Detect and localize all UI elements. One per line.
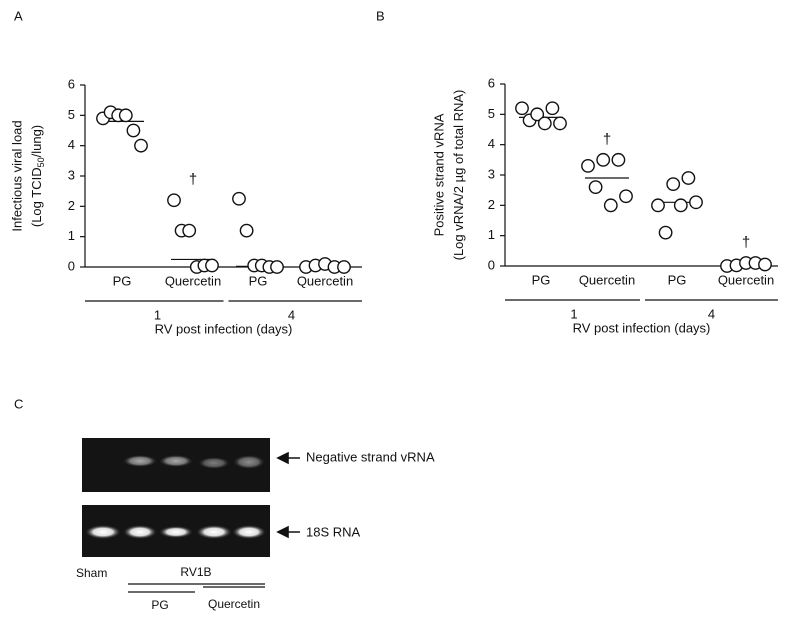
x-tick-label: Quercetin [579, 272, 635, 287]
y-tick-label: 6 [488, 75, 495, 90]
arrow-label: 18S RNA [306, 524, 361, 539]
panel-label: B [376, 8, 385, 23]
y-tick-label: 2 [488, 197, 495, 212]
arrows [276, 451, 300, 539]
x-tick-label: PG [668, 272, 687, 287]
y-axis-label-part: (Log TCID [29, 167, 44, 227]
x-tick-label: Quercetin [165, 273, 221, 288]
panel-label: C [14, 396, 23, 411]
y-tick-label: 5 [68, 107, 75, 122]
significance-marker: † [189, 171, 197, 188]
lane-label: Sham [76, 566, 107, 580]
lane-label: Quercetin [208, 597, 260, 611]
band [159, 526, 193, 538]
y-tick-label: 1 [488, 227, 495, 242]
y-tick-label: 3 [488, 166, 495, 181]
arrow-label: Negative strand vRNA [306, 449, 435, 464]
band [196, 525, 232, 539]
lane-label: RV1B [180, 565, 211, 579]
band [123, 525, 157, 539]
y-axis-label: (Log TCID50/lung) [29, 125, 46, 227]
panel-label: A [14, 8, 23, 23]
y-tick-label: 1 [68, 228, 75, 243]
group-label: 1 [570, 306, 577, 321]
band [159, 455, 193, 467]
data-point [611, 152, 626, 167]
data-point [232, 191, 246, 206]
x-tick-label: Quercetin [297, 273, 353, 288]
y-axis-label: (Log vRNA/2 µg of total RNA) [451, 90, 466, 261]
x-axis-label: RV post infection (days) [573, 320, 711, 335]
y-axis-label-part: /lung) [29, 125, 44, 158]
data-point [758, 257, 772, 272]
data-point [126, 123, 141, 138]
data-point [689, 195, 703, 210]
data-point [182, 223, 197, 238]
x-tick-label: PG [249, 273, 268, 288]
y-tick-label: 5 [488, 106, 495, 121]
band [198, 457, 230, 469]
band [85, 525, 121, 539]
data-point [553, 116, 567, 131]
y-axis-label: Infectious viral load [9, 120, 24, 231]
data-point [545, 101, 560, 116]
data-point [581, 158, 595, 173]
y-tick-label: 3 [68, 167, 75, 182]
data-point [537, 116, 552, 131]
data-point [515, 101, 529, 116]
data-point [530, 107, 545, 122]
data-point [167, 193, 181, 208]
significance-marker: † [742, 234, 750, 251]
data-point [588, 180, 603, 195]
band [232, 525, 266, 539]
y-axis-label-part: 50 [36, 157, 46, 167]
data-point [205, 258, 219, 273]
data-point [596, 152, 611, 167]
data-point [658, 225, 673, 240]
data-point [681, 171, 696, 185]
band [233, 455, 265, 469]
data-point [651, 198, 665, 213]
y-tick-label: 0 [68, 258, 75, 273]
data-point [270, 260, 284, 274]
y-axis-label: Positive strand vRNA [431, 113, 446, 236]
band [123, 455, 157, 467]
data-point [673, 198, 688, 213]
y-tick-label: 4 [488, 136, 495, 151]
data-point [134, 138, 148, 153]
data-point [337, 260, 351, 274]
data-point [239, 223, 254, 238]
y-tick-label: 2 [68, 198, 75, 213]
y-axis-label-part: (Log vRNA/2 µg of total RNA) [451, 90, 466, 261]
group-label: 4 [288, 307, 295, 322]
y-tick-label: 4 [68, 137, 75, 152]
data-point [603, 198, 618, 213]
data-point [666, 177, 681, 192]
lane-label: PG [151, 598, 168, 612]
x-tick-label: PG [113, 273, 132, 288]
y-tick-label: 6 [68, 76, 75, 91]
group-label: 4 [708, 306, 715, 321]
x-tick-label: PG [532, 272, 551, 287]
data-point [118, 108, 133, 123]
x-axis-label: RV post infection (days) [155, 321, 293, 336]
y-tick-label: 0 [488, 257, 495, 272]
data-point [619, 189, 633, 204]
group-label: 1 [154, 307, 161, 322]
significance-marker: † [603, 131, 611, 148]
x-tick-label: Quercetin [718, 272, 774, 287]
gel-panel: C Negative strand vRNA 18S RNA Sham RV1B… [14, 396, 435, 612]
